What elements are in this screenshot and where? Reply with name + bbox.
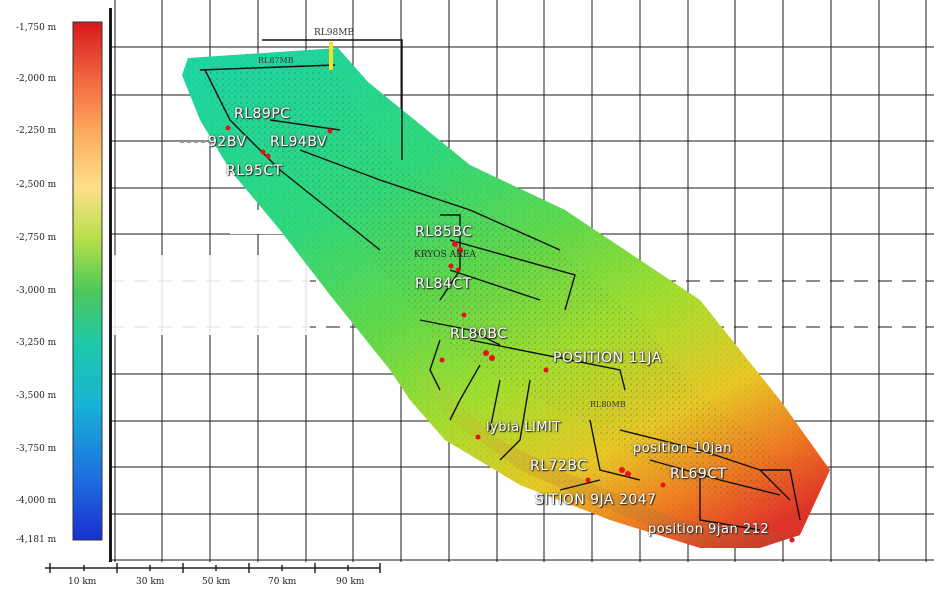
map-label-rl95ct: RL95CT [226, 163, 283, 179]
legend-tick: -1,750 m [16, 23, 57, 33]
scale-label: 50 km [202, 577, 231, 587]
legend-tick: -3,500 m [16, 391, 57, 401]
map-label-rl85bc: RL85BC [415, 224, 473, 240]
faint-label: KRYOS AREA [414, 250, 476, 260]
survey-points [225, 125, 795, 543]
map-label-rl92bv: 92BV [208, 134, 247, 150]
tunnel-lines [199, 39, 801, 531]
legend-tick: -3,000 m [16, 286, 57, 296]
map-label-position-9b: position 9jan 212 [648, 522, 770, 537]
scale-label: 70 km [268, 577, 297, 587]
scale-label: 10 km [68, 577, 97, 587]
legend-tick: -2,750 m [16, 233, 57, 243]
map-label-rl80bc: RL80BC [450, 326, 508, 342]
legend-tick: -2,250 m [16, 126, 57, 136]
faint-label: RL80MB [590, 400, 626, 409]
yellow-marker [329, 42, 333, 70]
map-label-lybia-limit: lybia LIMIT [486, 420, 561, 435]
top-marker-label: RL98MB [314, 28, 355, 38]
legend-tick: -4,000 m [16, 496, 57, 506]
faint-label: RL87MB [258, 56, 294, 65]
scale-bar [45, 563, 381, 573]
map-label-rl72bc: RL72BC [530, 458, 588, 474]
legend-tick: -2,500 m [16, 180, 57, 190]
map-label-position-11: POSITION 11JA [553, 350, 662, 366]
legend-tick: -3,750 m [16, 444, 57, 454]
map-label-rl89pc: RL89PC [234, 106, 291, 122]
scale-label: 30 km [136, 577, 165, 587]
legend-tick: -4,181 m [16, 535, 57, 545]
map-label-rl94bv: RL94BV [270, 134, 328, 150]
depth-surface [182, 48, 830, 548]
legend-tick: -3,250 m [16, 338, 57, 348]
map-label-position-9a: SITION 9JA 2047 [535, 492, 657, 508]
scale-label: 90 km [336, 577, 365, 587]
map-label-rl84ct: RL84CT [415, 276, 472, 292]
depth-legend [0, 0, 112, 562]
map-label-rl69ct: RL69CT [670, 466, 727, 482]
map-label-position-10: position 10jan [633, 441, 732, 456]
legend-tick: -2,000 m [16, 74, 57, 84]
